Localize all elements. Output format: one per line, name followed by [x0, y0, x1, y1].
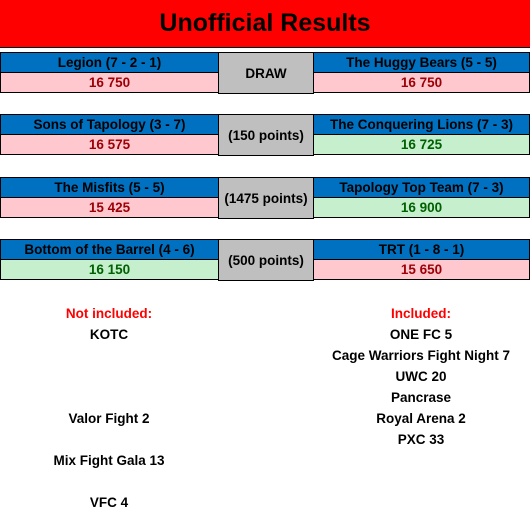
- team-right-name: The Huggy Bears (5 - 5): [313, 52, 530, 73]
- match-result: (150 points): [218, 114, 314, 156]
- team-left-name: The Misfits (5 - 5): [0, 177, 219, 198]
- team-left-name: Bottom of the Barrel (4 - 6): [0, 239, 219, 260]
- list-item: PXC 33: [397, 432, 445, 447]
- list-item: Pancrase: [390, 390, 452, 405]
- list-item: Cage Warriors Fight Night 7: [331, 348, 511, 363]
- match-result: (1475 points): [218, 177, 314, 219]
- page-title: Unofficial Results: [0, 0, 530, 48]
- team-left-score: 16 150: [0, 259, 219, 280]
- team-left-score: 15 425: [0, 197, 219, 218]
- list-item: Mix Fight Gala 13: [53, 453, 165, 468]
- not-included-header: Not included:: [65, 306, 153, 321]
- team-left-score: 16 750: [0, 72, 219, 93]
- list-item: UWC 20: [395, 369, 447, 384]
- match-row-1: Legion (7 - 2 - 1) 16 750 DRAW The Huggy…: [0, 52, 530, 94]
- list-item: VFC 4: [89, 495, 129, 510]
- match-row-4: Bottom of the Barrel (4 - 6) 16 150 (500…: [0, 239, 530, 281]
- match-result: DRAW: [218, 52, 314, 94]
- team-right-score: 16 900: [313, 197, 530, 218]
- team-right-score: 16 750: [313, 72, 530, 93]
- team-right-score: 16 725: [313, 134, 530, 155]
- match-result: (500 points): [218, 239, 314, 281]
- team-left-score: 16 575: [0, 134, 219, 155]
- team-right-name: Tapology Top Team (7 - 3): [313, 177, 530, 198]
- list-item: Royal Arena 2: [376, 411, 466, 426]
- match-row-2: Sons of Tapology (3 - 7) 16 575 (150 poi…: [0, 114, 530, 156]
- list-item: KOTC: [89, 327, 129, 342]
- list-item: Valor Fight 2: [68, 411, 150, 426]
- team-right-name: The Conquering Lions (7 - 3): [313, 114, 530, 135]
- list-item: ONE FC 5: [389, 327, 453, 342]
- match-row-3: The Misfits (5 - 5) 15 425 (1475 points)…: [0, 177, 530, 219]
- team-right-score: 15 650: [313, 259, 530, 280]
- team-right-name: TRT (1 - 8 - 1): [313, 239, 530, 260]
- team-left-name: Legion (7 - 2 - 1): [0, 52, 219, 73]
- included-header: Included:: [391, 306, 451, 321]
- team-left-name: Sons of Tapology (3 - 7): [0, 114, 219, 135]
